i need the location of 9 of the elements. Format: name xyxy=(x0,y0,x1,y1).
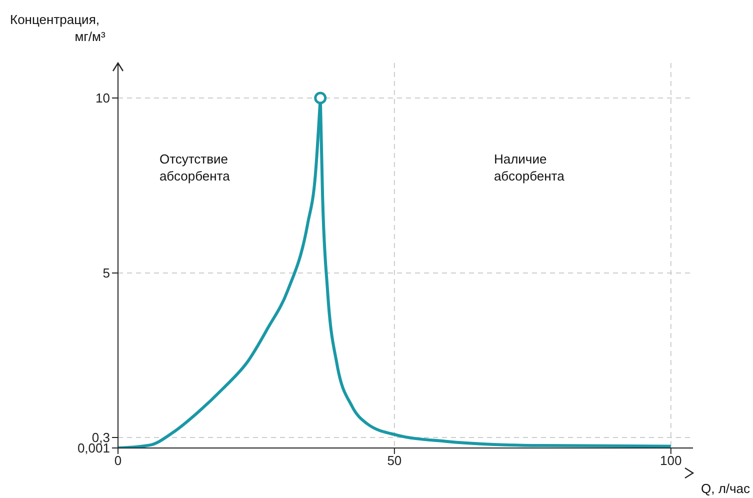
y-tick-label: 5 xyxy=(102,266,110,281)
x-tick-label: 0 xyxy=(114,453,122,468)
x-tick-label: 50 xyxy=(387,453,402,468)
y-axis-title: Концентрация, мг/м³ xyxy=(10,12,106,44)
y-tick-label: 10 xyxy=(96,90,110,106)
x-tick-label: 100 xyxy=(660,453,682,468)
annotation: Наличие абсорбента xyxy=(494,152,566,184)
annotation: Отсутствие абсорбента xyxy=(159,152,231,184)
x-axis-title: Q, л/час xyxy=(701,481,751,496)
